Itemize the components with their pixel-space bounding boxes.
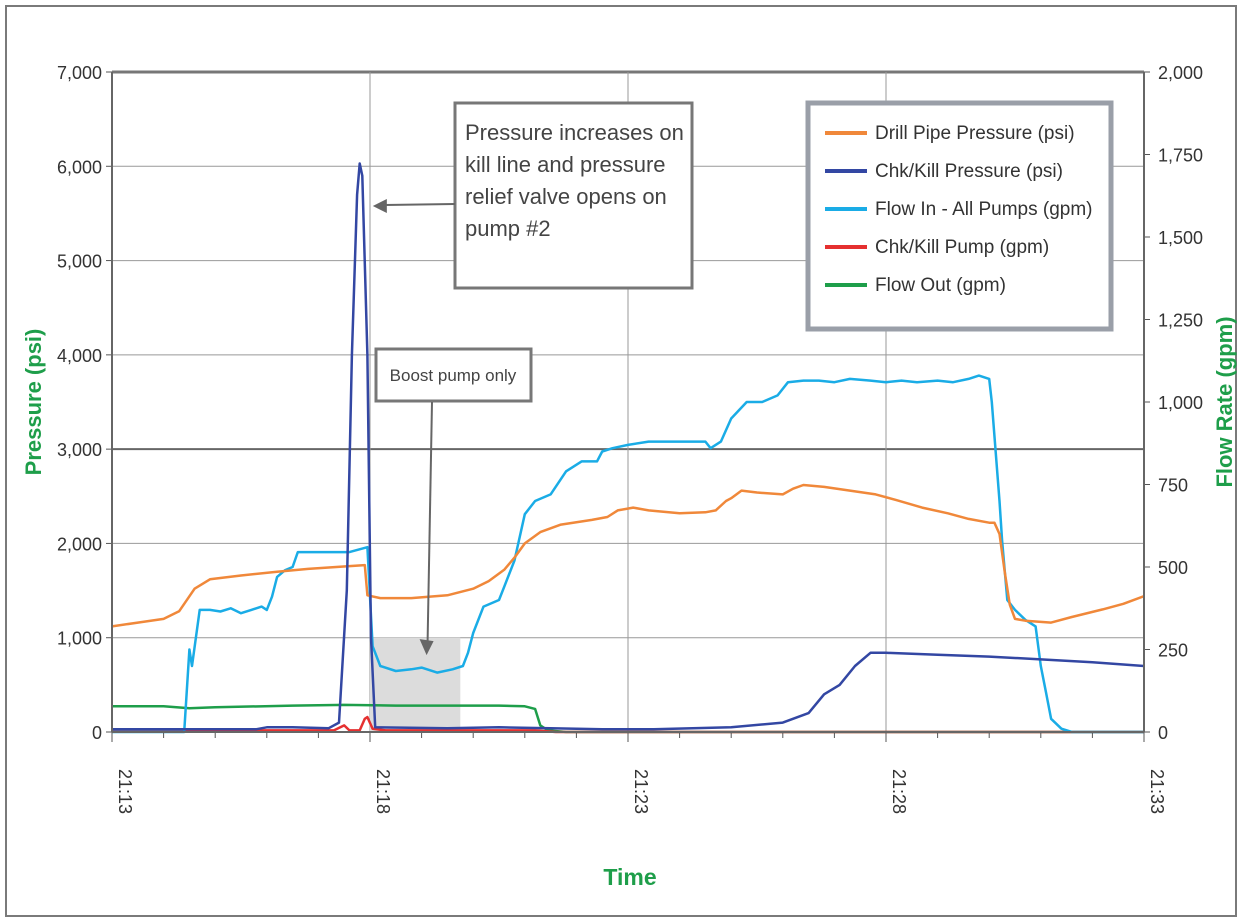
annotation-boost-text: Boost pump only (390, 366, 517, 385)
left-tick-label: 6,000 (57, 157, 102, 177)
x-tick-label: 21:23 (631, 769, 651, 814)
left-tick-label: 4,000 (57, 346, 102, 366)
legend-label: Chk/Kill Pressure (psi) (875, 161, 1063, 182)
right-tick-label: 750 (1158, 476, 1188, 496)
series-line-2 (112, 374, 1144, 734)
legend-box (805, 100, 1114, 332)
annotation-relief-text: Pressure increases on (465, 120, 684, 145)
left-tick-label: 3,000 (57, 440, 102, 460)
series-line-1 (112, 162, 1145, 731)
x-axis-title: Time (603, 864, 656, 890)
left-tick-label: 2,000 (57, 534, 102, 554)
legend-label: Flow Out (gpm) (875, 275, 1006, 296)
axes: 0 1,000 2,000 3,000 4,000 5,000 6,000 7,000 0 250… (57, 63, 1203, 814)
right-tick-label: 2,000 (1158, 63, 1203, 83)
boost-pump-shaded-region (370, 637, 461, 732)
right-tick-label: 250 (1158, 641, 1188, 661)
legend-label: Chk/Kill Pump (gpm) (875, 237, 1049, 258)
axis-titles: Pressure (psi) Flow Rate (gpm) Time (21, 316, 1237, 890)
legend: Drill Pipe Pressure (psi) Chk/Kill Pressu… (805, 100, 1114, 332)
left-tick-label: 0 (92, 723, 102, 743)
right-axis-title: Flow Rate (gpm) (1212, 316, 1237, 487)
annotation-boost-arrowhead (419, 639, 434, 656)
left-tick-label: 5,000 (57, 252, 102, 272)
series-lines (111, 162, 1145, 734)
right-tick-label: 0 (1158, 723, 1168, 743)
x-tick-label: 21:13 (115, 769, 135, 814)
x-tick-label: 21:18 (373, 769, 393, 814)
annotation-boost-box (374, 347, 533, 403)
annotation-boost-arrow-line (426, 401, 433, 642)
series-line-3 (112, 715, 1144, 734)
annotation-relief-arrowhead (372, 199, 387, 213)
right-tick-label: 1,500 (1158, 228, 1203, 248)
right-tick-label: 1,750 (1158, 146, 1203, 166)
annotation-relief-box (453, 101, 694, 290)
right-tick-label: 500 (1158, 558, 1188, 578)
x-tick-label: 21:33 (1147, 769, 1167, 814)
left-tick-label: 7,000 (57, 63, 102, 83)
x-tick-label: 21:28 (889, 769, 909, 814)
left-tick-label: 1,000 (57, 629, 102, 649)
right-tick-label: 1,000 (1158, 393, 1203, 413)
series-line-0 (111, 483, 1145, 628)
annotation-relief-arrow-line (384, 203, 456, 206)
legend-label: Drill Pipe Pressure (psi) (875, 123, 1075, 144)
annotations: Pressure increases on kill line and press… (372, 101, 694, 656)
right-tick-label: 1,250 (1158, 311, 1203, 331)
annotation-relief-text: kill line and pressure (465, 152, 666, 177)
annotation-relief-text: pump #2 (465, 216, 551, 241)
left-axis-title: Pressure (psi) (21, 329, 46, 476)
legend-label: Flow In - All Pumps (gpm) (875, 199, 1093, 220)
annotation-relief-text: relief valve opens on (465, 184, 667, 209)
